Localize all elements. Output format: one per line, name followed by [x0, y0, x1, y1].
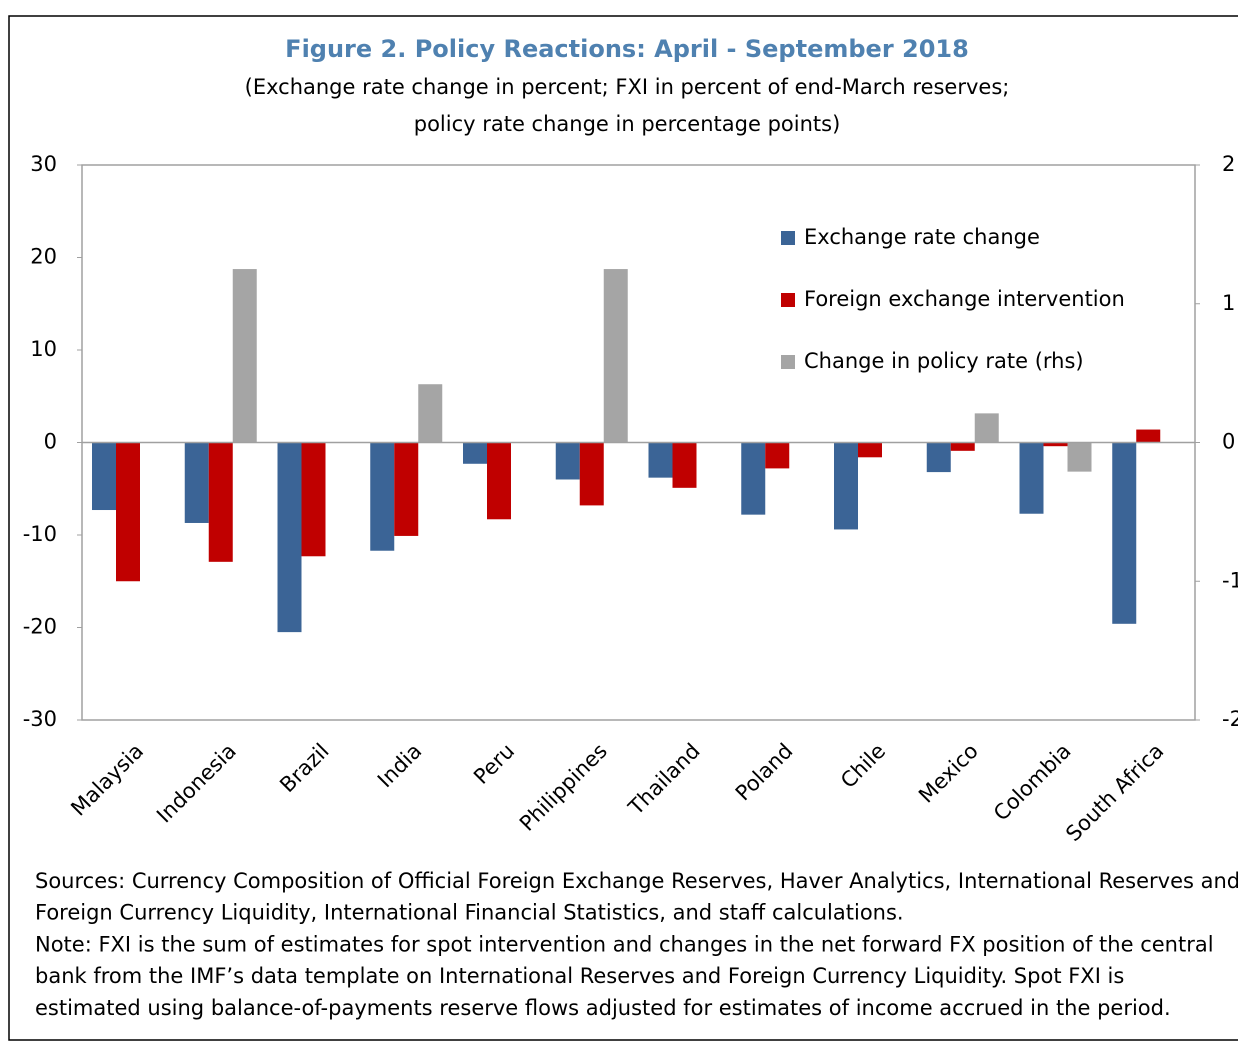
- bar: [672, 442, 697, 488]
- bar: [926, 442, 951, 473]
- y-tick-label: -10: [23, 522, 57, 546]
- x-tick-label: Malaysia: [66, 739, 148, 821]
- bar: [858, 442, 882, 458]
- bar: [950, 442, 975, 451]
- bar: [208, 442, 233, 562]
- footnote: Sources: Currency Composition of Officia…: [35, 869, 1238, 893]
- y2-tick-label: -1: [1222, 568, 1238, 592]
- legend-label: Foreign exchange intervention: [804, 287, 1125, 311]
- frame: [8, 15, 1238, 1041]
- bar: [834, 442, 858, 530]
- bar: [92, 442, 116, 511]
- x-tick-label: Mexico: [914, 739, 983, 808]
- bar: [974, 413, 999, 443]
- legend-label: Change in policy rate (rhs): [804, 349, 1084, 373]
- x-tick-label: Philippines: [515, 739, 612, 836]
- bar: [418, 384, 443, 443]
- bar: [1043, 442, 1068, 447]
- footnote: estimated using balance-of-payments rese…: [35, 996, 1171, 1020]
- bar: [463, 442, 487, 464]
- chart-subtitle: policy rate change in percentage points): [414, 112, 841, 136]
- bar: [277, 442, 302, 633]
- bar: [765, 442, 790, 469]
- x-tick-label: Thailand: [623, 739, 704, 820]
- legend-swatch: [781, 231, 795, 245]
- legend-swatch: [781, 355, 795, 369]
- legend-swatch: [781, 293, 795, 307]
- y-tick-label: 10: [30, 337, 57, 361]
- footnote: Foreign Currency Liquidity, Internationa…: [35, 901, 904, 925]
- x-tick-label: Indonesia: [152, 739, 241, 828]
- footnote: Note: FXI is the sum of estimates for sp…: [35, 932, 1214, 956]
- chart-title: Figure 2. Policy Reactions: April - Sept…: [285, 35, 969, 63]
- bar: [555, 442, 580, 480]
- y2-tick-label: 0: [1222, 430, 1235, 454]
- bar: [1067, 442, 1092, 472]
- y-tick-label: 0: [44, 430, 57, 454]
- chart-subtitle: (Exchange rate change in percent; FXI in…: [245, 75, 1010, 99]
- bar: [579, 442, 604, 506]
- bar: [232, 269, 257, 443]
- x-tick-label: India: [373, 739, 426, 792]
- bar: [1112, 442, 1137, 624]
- y-tick-label: -30: [23, 707, 57, 731]
- bar: [648, 442, 673, 478]
- bar: [603, 269, 628, 443]
- bar: [301, 442, 326, 557]
- bar: [1136, 429, 1161, 443]
- bar: [394, 442, 419, 536]
- x-tick-label: Colombia: [989, 739, 1076, 826]
- bar: [370, 442, 395, 551]
- bar: [116, 442, 140, 582]
- legend-label: Exchange rate change: [804, 225, 1040, 249]
- x-tick-label: Peru: [469, 739, 519, 789]
- y-tick-label: 20: [30, 245, 57, 269]
- y2-tick-label: 2: [1222, 152, 1235, 176]
- y-tick-label: 30: [30, 152, 57, 176]
- x-tick-label: Poland: [731, 739, 798, 806]
- bar: [1019, 442, 1044, 514]
- footnote: bank from the IMF’s data template on Int…: [35, 964, 1124, 988]
- y2-tick-label: 1: [1222, 291, 1235, 315]
- bar: [487, 442, 511, 520]
- y2-tick-label: -2: [1222, 707, 1238, 731]
- bar: [741, 442, 766, 515]
- x-tick-label: South Africa: [1061, 739, 1168, 846]
- x-tick-label: Chile: [836, 739, 890, 793]
- bar: [184, 442, 209, 523]
- y-tick-label: -20: [23, 615, 57, 639]
- x-tick-label: Brazil: [275, 739, 333, 797]
